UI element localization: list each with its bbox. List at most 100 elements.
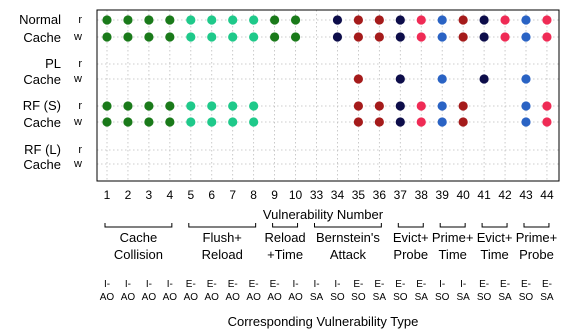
- vuln-type-suffix: AO: [205, 292, 220, 303]
- data-point: [249, 32, 259, 42]
- data-point: [165, 15, 175, 25]
- data-point: [500, 32, 510, 42]
- group-label: Prime+: [516, 230, 558, 245]
- data-point: [332, 32, 343, 42]
- data-point: [542, 117, 552, 127]
- vuln-type-suffix: SA: [498, 292, 512, 303]
- data-point: [186, 15, 196, 25]
- data-point: [290, 15, 301, 25]
- data-point: [437, 74, 447, 84]
- data-point: [165, 32, 175, 42]
- group-label: Reload: [264, 230, 305, 245]
- data-point: [144, 15, 154, 25]
- data-point: [542, 32, 552, 42]
- group-label: +Time: [267, 247, 303, 262]
- data-points: [102, 15, 552, 127]
- data-point: [458, 117, 468, 127]
- data-point: [228, 32, 238, 42]
- row-group-label: Cache: [23, 115, 61, 130]
- row-sublabel: w: [73, 116, 82, 128]
- x-tick-label: 39: [436, 188, 450, 202]
- data-point: [123, 101, 133, 111]
- x-tick-label: 3: [146, 188, 153, 202]
- group-label: Time: [438, 247, 466, 262]
- data-point: [144, 117, 154, 127]
- row-sublabel: r: [78, 14, 82, 26]
- vuln-type-prefix: E-: [479, 279, 489, 290]
- vuln-type-prefix: E-: [270, 279, 280, 290]
- group-label: Evict+: [477, 230, 513, 245]
- x-tick-label: 44: [540, 188, 554, 202]
- vuln-type-prefix: I-: [439, 279, 445, 290]
- data-point: [521, 101, 531, 111]
- vuln-type-prefix: E-: [186, 279, 196, 290]
- x-tick-label: 5: [187, 188, 194, 202]
- data-point: [207, 32, 217, 42]
- vuln-type-suffix: SA: [373, 292, 387, 303]
- data-point: [186, 32, 196, 42]
- vuln-type-prefix: I-: [167, 279, 173, 290]
- data-point: [542, 15, 552, 25]
- group-bracket: [523, 223, 550, 228]
- attack-groups: Cache Collision Flush+ Reload Reload +Time Ber…: [104, 223, 558, 262]
- data-point: [144, 32, 154, 42]
- data-point: [395, 74, 405, 84]
- row-group-label: RF (L): [24, 142, 61, 157]
- data-point: [102, 15, 112, 25]
- vuln-type-suffix: AO: [184, 292, 199, 303]
- group-label: Flush+: [203, 230, 242, 245]
- data-point: [353, 101, 363, 111]
- vuln-type-prefix: E-: [207, 279, 217, 290]
- caption: Corresponding Vulnerability Type: [228, 314, 419, 329]
- vuln-type-suffix: SO: [351, 292, 366, 303]
- vuln-type-suffix: AO: [288, 292, 303, 303]
- data-point: [165, 117, 175, 127]
- row-sublabel: r: [78, 100, 82, 112]
- vuln-type-suffix: AO: [100, 292, 115, 303]
- data-point: [353, 15, 363, 25]
- vulnerability-types: I- AO I- AO I- AO I- AO E- AO E- AO E- AO E- AO E- AO I- AO…: [100, 279, 554, 303]
- data-point: [165, 101, 175, 111]
- data-point: [228, 117, 238, 127]
- data-point: [332, 15, 343, 25]
- data-point: [521, 32, 531, 42]
- x-tick-label: 35: [352, 188, 366, 202]
- group-label: Collision: [114, 247, 163, 262]
- data-point: [144, 101, 154, 111]
- x-tick-label: 33: [310, 188, 324, 202]
- data-point: [123, 15, 133, 25]
- data-point: [479, 74, 489, 84]
- x-tick-labels: 1 2 3 4 5 6 7 8 9 10 33 34 35 36 37 38 39 40 41 42 43 44: [104, 188, 554, 202]
- vuln-type-prefix: E-: [395, 279, 405, 290]
- group-label: Prime+: [432, 230, 474, 245]
- x-tick-label: 43: [519, 188, 533, 202]
- vuln-type-suffix: SO: [477, 292, 492, 303]
- data-point: [374, 15, 384, 25]
- vuln-type-prefix: I-: [460, 279, 466, 290]
- data-point: [458, 101, 468, 111]
- data-point: [479, 32, 489, 42]
- x-tick-label: 10: [289, 188, 303, 202]
- data-point: [123, 117, 133, 127]
- vuln-type-suffix: AO: [142, 292, 157, 303]
- vuln-type-suffix: SA: [456, 292, 470, 303]
- vuln-type-prefix: I-: [125, 279, 131, 290]
- vuln-type-suffix: AO: [121, 292, 136, 303]
- data-point: [207, 15, 217, 25]
- data-point: [437, 117, 447, 127]
- data-point: [479, 15, 489, 25]
- data-point: [500, 15, 510, 25]
- row-group-label: Cache: [23, 157, 61, 172]
- vuln-type-suffix: SO: [330, 292, 345, 303]
- data-point: [395, 117, 405, 127]
- vuln-type-prefix: E-: [416, 279, 426, 290]
- group-label: Reload: [202, 247, 243, 262]
- vuln-type-suffix: AO: [225, 292, 240, 303]
- data-point: [395, 101, 405, 111]
- data-point: [102, 117, 112, 127]
- x-tick-label: 4: [167, 188, 174, 202]
- vuln-type-prefix: I-: [292, 279, 298, 290]
- data-point: [102, 101, 112, 111]
- x-tick-label: 1: [104, 188, 111, 202]
- data-point: [437, 32, 447, 42]
